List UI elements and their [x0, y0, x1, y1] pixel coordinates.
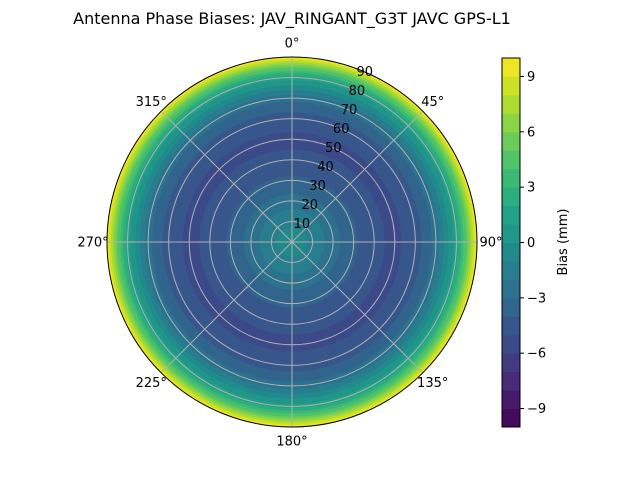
colorbar-level: [502, 168, 520, 188]
radial-tick-label: 60: [333, 122, 350, 137]
radial-tick-label: 30: [309, 179, 326, 194]
angle-tick-label: 225°: [136, 376, 167, 391]
polar-frame: [106, 56, 478, 428]
angle-tick-label: 315°: [136, 95, 167, 110]
radial-tick-label: 80: [349, 84, 366, 99]
angle-tick-label: 45°: [421, 95, 444, 110]
colorbar-tick-label: 9: [527, 70, 535, 85]
angle-tick-label: 90°: [479, 236, 502, 251]
radial-tick-label: 10: [294, 217, 311, 232]
angle-tick-label: 270°: [77, 236, 108, 251]
colorbar-level: [502, 279, 520, 299]
colorbar-level: [502, 76, 520, 96]
angular-gridline: [160, 110, 293, 243]
colorbar-tick-label: −6: [527, 347, 546, 362]
angular-gridline: [291, 241, 424, 374]
colorbar-tick-label: −9: [527, 402, 546, 417]
colorbar-level: [502, 94, 520, 114]
angular-gridline: [160, 241, 293, 374]
angle-tick-label: 180°: [276, 435, 307, 450]
colorbar-level: [502, 260, 520, 280]
colorbar: −9 −6 −3 0 3 6 9: [501, 57, 546, 428]
colorbar-level: [502, 390, 520, 410]
colorbar-level: [502, 297, 520, 317]
radial-tick-label: 20: [301, 198, 318, 213]
colorbar-level: [502, 113, 520, 133]
colorbar-level: [502, 187, 520, 207]
colorbar-level: [502, 353, 520, 373]
colorbar-label: Bias (mm): [556, 209, 571, 276]
colorbar-level: [502, 371, 520, 391]
colorbar-level: [502, 334, 520, 354]
colorbar-level: [502, 242, 520, 262]
angle-tick-label: 135°: [417, 376, 448, 391]
colorbar-level: [502, 316, 520, 336]
colorbar-tick-label: −3: [527, 291, 546, 306]
colorbar-tick-label: 6: [527, 125, 535, 140]
colorbar-tick-label: 3: [527, 181, 535, 196]
angle-tick-label: 0°: [285, 37, 300, 52]
polar-plot: 0° 45° 90° 135° 180° 225° 270° 315° 10 20 30 40 50 60…: [77, 37, 502, 450]
colorbar-level: [502, 224, 520, 243]
colorbar-level: [502, 150, 520, 170]
colorbar-level: [502, 408, 520, 428]
radial-tick-label: 70: [341, 103, 358, 118]
angular-gridline: [291, 110, 424, 243]
radial-tick-label: 90: [357, 65, 374, 80]
radial-tick-label: 40: [317, 160, 334, 175]
colorbar-level: [502, 205, 520, 225]
chart-title: Antenna Phase Biases: JAV_RINGANT_G3T JA…: [73, 9, 511, 29]
colorbar-tick-label: 0: [527, 236, 535, 251]
radial-tick-label: 50: [325, 141, 342, 156]
colorbar-level: [502, 131, 520, 151]
colorbar-level: [502, 58, 520, 77]
